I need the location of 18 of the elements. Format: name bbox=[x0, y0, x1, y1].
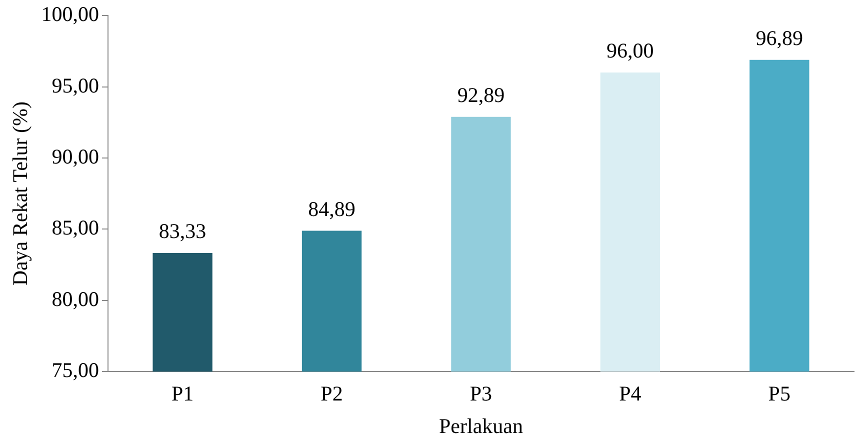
y-tick-label: 90,00 bbox=[52, 144, 99, 169]
x-tick-label: P4 bbox=[619, 382, 642, 406]
data-label: 92,89 bbox=[457, 82, 505, 107]
y-tick-label: 95,00 bbox=[52, 73, 99, 98]
y-tick-label: 85,00 bbox=[52, 216, 99, 240]
x-tick-label: P3 bbox=[470, 382, 492, 406]
data-label: 84,89 bbox=[308, 196, 356, 221]
y-tick-label: 100,00 bbox=[41, 2, 99, 26]
data-label: 83,33 bbox=[158, 218, 206, 243]
y-tick-label: 80,00 bbox=[52, 286, 99, 311]
data-label: 96,89 bbox=[756, 26, 804, 50]
x-tick-label: P2 bbox=[320, 382, 343, 406]
x-tick-label: P1 bbox=[171, 382, 194, 406]
data-label: 96,00 bbox=[606, 38, 654, 63]
x-tick-label: P5 bbox=[768, 382, 790, 406]
y-axis-title: Daya Rekat Telur (%) bbox=[8, 102, 32, 286]
y-tick-label: 75,00 bbox=[52, 358, 99, 382]
x-axis-title: Perlakuan bbox=[438, 414, 524, 438]
